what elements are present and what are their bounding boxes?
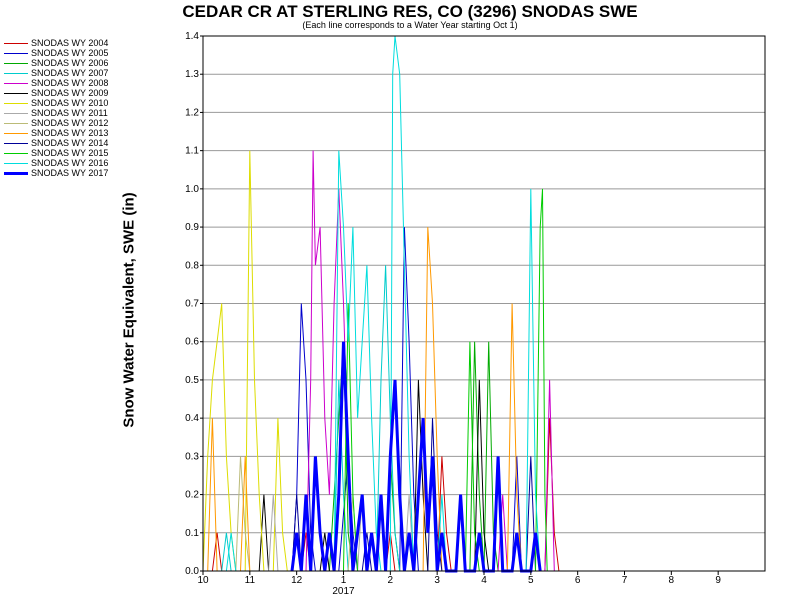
legend-label: SNODAS WY 2004 — [31, 38, 109, 48]
legend-swatch — [4, 122, 28, 124]
legend-label: SNODAS WY 2011 — [31, 108, 108, 118]
legend-swatch — [4, 132, 28, 134]
x-tick-label: 4 — [481, 575, 487, 586]
legend-swatch — [4, 82, 28, 84]
legend-swatch — [4, 102, 28, 104]
y-tick-label: 0.4 — [185, 413, 199, 424]
legend-label: SNODAS WY 2017 — [31, 168, 109, 178]
grid-lines — [203, 73, 765, 534]
series-line-snodas-wy-2015 — [343, 188, 548, 572]
legend-swatch — [4, 92, 28, 94]
legend-swatch — [4, 142, 28, 144]
legend-swatch — [4, 152, 28, 154]
y-tick-label: 0.0 — [185, 566, 199, 577]
y-tick-label: 0.8 — [185, 260, 199, 271]
legend-swatch — [4, 162, 28, 164]
legend-item: SNODAS WY 2012 — [4, 118, 134, 128]
y-tick-label: 0.3 — [185, 451, 199, 462]
legend-swatch — [4, 112, 28, 114]
legend-swatch — [4, 72, 28, 74]
legend-item: SNODAS WY 2007 — [4, 68, 134, 78]
y-tick-label: 1.0 — [185, 184, 199, 195]
x-tick-label: 2 — [388, 575, 394, 586]
legend-item: SNODAS WY 2004 — [4, 38, 134, 48]
y-tick-label: 0.6 — [185, 337, 199, 348]
x-tick-label: 10 — [197, 575, 209, 586]
x-tick-label: 8 — [669, 575, 675, 586]
legend-swatch — [4, 62, 28, 64]
legend-item: SNODAS WY 2011 — [4, 108, 134, 118]
x-tick-label: 11 — [245, 575, 256, 586]
y-axis: 0.0 0.1 0.2 0.3 0.4 0.5 0.6 0.7 0.8 0.9 1.0 1.1 1.2 1… — [185, 31, 203, 577]
legend-label: SNODAS WY 2007 — [31, 68, 109, 78]
legend-label: SNODAS WY 2015 — [31, 148, 109, 158]
legend-item: SNODAS WY 2014 — [4, 138, 134, 148]
chart-title: CEDAR CR AT STERLING RES, CO (3296) SNOD… — [182, 2, 638, 21]
y-tick-label: 1.2 — [185, 107, 199, 118]
legend-label: SNODAS WY 2013 — [31, 128, 109, 138]
legend-item: SNODAS WY 2008 — [4, 78, 134, 88]
x-tick-label: 1 — [341, 575, 347, 586]
legend-label: SNODAS WY 2010 — [31, 98, 109, 108]
y-tick-label: 0.5 — [185, 375, 199, 386]
legend-item: SNODAS WY 2017 — [4, 168, 134, 178]
y-tick-label: 1.3 — [185, 69, 199, 80]
x-tick-label: 5 — [528, 575, 534, 586]
y-tick-label: 1.1 — [185, 146, 199, 157]
legend-item: SNODAS WY 2009 — [4, 88, 134, 98]
legend-label: SNODAS WY 2005 — [31, 48, 109, 58]
legend-item: SNODAS WY 2016 — [4, 158, 134, 168]
chart-subtitle: (Each line corresponds to a Water Year s… — [302, 20, 518, 30]
legend-label: SNODAS WY 2016 — [31, 158, 109, 168]
y-tick-label: 0.7 — [185, 299, 199, 310]
legend-label: SNODAS WY 2012 — [31, 118, 109, 128]
y-tick-label: 0.1 — [185, 528, 199, 539]
legend-item: SNODAS WY 2010 — [4, 98, 134, 108]
legend-swatch — [4, 171, 28, 175]
y-tick-label: 0.2 — [185, 490, 199, 501]
legend-item: SNODAS WY 2013 — [4, 128, 134, 138]
legend-item: SNODAS WY 2005 — [4, 48, 134, 58]
y-tick-label: 0.9 — [185, 222, 199, 233]
x-tick-label: 6 — [575, 575, 581, 586]
legend-item: SNODAS WY 2015 — [4, 148, 134, 158]
legend-label: SNODAS WY 2014 — [31, 138, 109, 148]
legend-item: SNODAS WY 2006 — [4, 58, 134, 68]
legend: SNODAS WY 2004 SNODAS WY 2005 SNODAS WY 20… — [4, 38, 134, 178]
legend-label: SNODAS WY 2006 — [31, 58, 109, 68]
legend-label: SNODAS WY 2009 — [31, 88, 109, 98]
x-year-label: 2017 — [332, 586, 355, 597]
x-tick-label: 9 — [715, 575, 721, 586]
x-tick-label: 12 — [291, 575, 303, 586]
legend-label: SNODAS WY 2008 — [31, 78, 109, 88]
legend-swatch — [4, 52, 28, 54]
x-tick-label: 7 — [622, 575, 628, 586]
x-tick-label: 3 — [434, 575, 440, 586]
legend-swatch — [4, 42, 28, 44]
y-tick-label: 1.4 — [185, 31, 199, 42]
